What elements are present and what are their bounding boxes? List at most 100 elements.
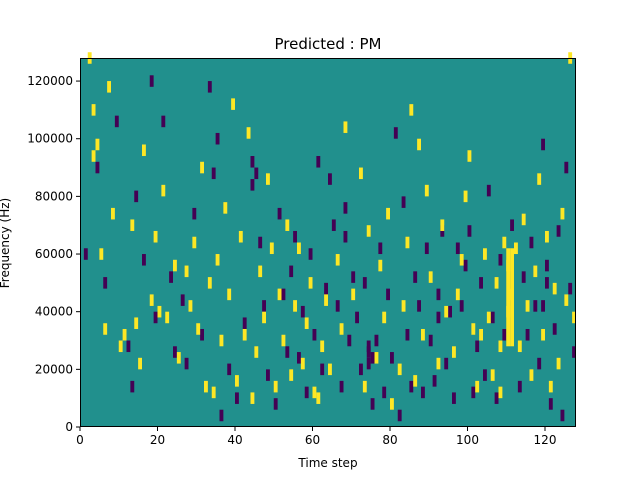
heatmap-cell-low [95, 161, 100, 174]
heatmap-cell-low [149, 75, 154, 87]
heatmap-cell-high [409, 104, 414, 116]
heatmap-cell-low [498, 254, 503, 266]
heatmap-cell-high [541, 328, 545, 341]
heatmap-cell-low [452, 392, 456, 404]
heatmap-cell-low [397, 409, 402, 422]
heatmap-cell-high [405, 236, 410, 249]
heatmap-cell-low [525, 328, 530, 341]
heatmap-cell-high [254, 346, 259, 358]
heatmap-cell-high [107, 81, 111, 93]
heatmap-bar-high [510, 248, 514, 347]
heatmap-cell-low [83, 248, 88, 260]
heatmap-cell-low [382, 386, 387, 399]
heatmap-cell-high [324, 294, 328, 306]
heatmap-cell-low [211, 167, 216, 180]
heatmap-cell-low [444, 357, 449, 370]
heatmap-cell-high [227, 288, 232, 301]
heatmap-cell-low [533, 300, 538, 312]
x-tick-label: 80 [382, 433, 397, 447]
heatmap-cell-high [560, 207, 565, 220]
heatmap-cell-high [436, 357, 441, 370]
heatmap-cell-low [328, 173, 332, 185]
heatmap-cell-low [428, 334, 433, 347]
heatmap-cell-low [413, 271, 418, 283]
heatmap-cell-low [362, 277, 367, 289]
heatmap-cell-high [153, 230, 158, 243]
heatmap-cell-high [308, 277, 313, 289]
heatmap-cell-high [204, 380, 208, 393]
heatmap-cell-low [490, 311, 495, 324]
heatmap-cell-high [161, 184, 166, 197]
heatmap-cell-low [529, 236, 534, 249]
x-tick-label: 20 [150, 433, 165, 447]
heatmap-cell-high [335, 254, 340, 266]
heatmap-cell-high [556, 357, 561, 370]
heatmap-cell-low [405, 328, 410, 341]
heatmap-cell-low [293, 230, 297, 243]
heatmap-cell-low [273, 398, 278, 410]
heatmap-cell-high [362, 380, 367, 393]
plot-frame [80, 58, 576, 427]
heatmap-cell-high [459, 254, 464, 266]
heatmap-cell-low [436, 311, 441, 324]
heatmap-cell-low [242, 317, 247, 329]
heatmap-cell-low [285, 346, 290, 358]
heatmap-cell-high [223, 202, 228, 214]
heatmap-cell-low [424, 242, 429, 255]
heatmap-cell-low [479, 277, 483, 289]
heatmap-cell-low [142, 254, 146, 266]
heatmap-cell-high [258, 265, 263, 278]
heatmap-cell-high [200, 161, 204, 174]
heatmap-bar-high [506, 248, 511, 347]
heatmap-cell-high [475, 380, 480, 393]
heatmap-cell-low [556, 225, 561, 237]
heatmap-cell-high [339, 323, 344, 335]
heatmap-cell-high [467, 150, 472, 162]
x-tick-label: 120 [534, 433, 557, 447]
heatmap-cell-high [91, 150, 96, 162]
heatmap-cell-low [258, 236, 263, 249]
heatmap-cell-high [498, 386, 503, 399]
heatmap-cell-high [421, 328, 425, 341]
x-tick-label: 40 [227, 433, 242, 447]
heatmap-cell-high [184, 265, 189, 278]
heatmap-cell-high [517, 340, 522, 353]
y-tick-label: 40000 [35, 305, 73, 319]
heatmap-cell-low [192, 207, 197, 220]
heatmap-cell-high [386, 207, 390, 220]
heatmap-cell-high [118, 340, 123, 353]
heatmap-cell-low [455, 242, 460, 255]
heatmap-cell-low [355, 311, 359, 324]
heatmap-cell-high [424, 184, 429, 197]
heatmap-cell-low [347, 334, 352, 347]
heatmap-cell-high [525, 300, 530, 312]
heatmap-cell-low [432, 375, 437, 387]
heatmap-cell-low [262, 300, 266, 312]
heatmap-cell-low [370, 352, 375, 364]
heatmap-cell-low [517, 380, 522, 393]
heatmap-cell-low [436, 288, 441, 301]
heatmap-cell-high [494, 277, 499, 289]
heatmap-cell-low [548, 398, 553, 410]
heatmap-cell-high [479, 328, 483, 341]
y-axis-label: Frequency (Hz) [0, 198, 12, 289]
heatmap-cell-low [552, 323, 557, 335]
heatmap-cell-low [250, 156, 255, 168]
heatmap-cell-low [537, 357, 542, 370]
heatmap-cell-high [165, 311, 170, 324]
heatmap-cell-low [486, 184, 491, 197]
heatmap-cell-low [351, 271, 356, 283]
heatmap-cell-low [366, 340, 371, 353]
heatmap-cell-high [273, 380, 278, 393]
heatmap-cell-low [471, 386, 476, 399]
heatmap-cell-low [545, 277, 549, 289]
heatmap-cell-high [486, 311, 491, 324]
y-tick-label: 0 [65, 420, 73, 434]
heatmap-cell-high [413, 375, 418, 387]
heatmap-cell-high [428, 271, 433, 283]
heatmap-cell-low [250, 179, 255, 191]
heatmap-cell-high [366, 225, 371, 237]
heatmap-cell-high [359, 167, 363, 180]
heatmap-cell-high [452, 346, 456, 358]
heatmap-cell-high [192, 236, 197, 249]
